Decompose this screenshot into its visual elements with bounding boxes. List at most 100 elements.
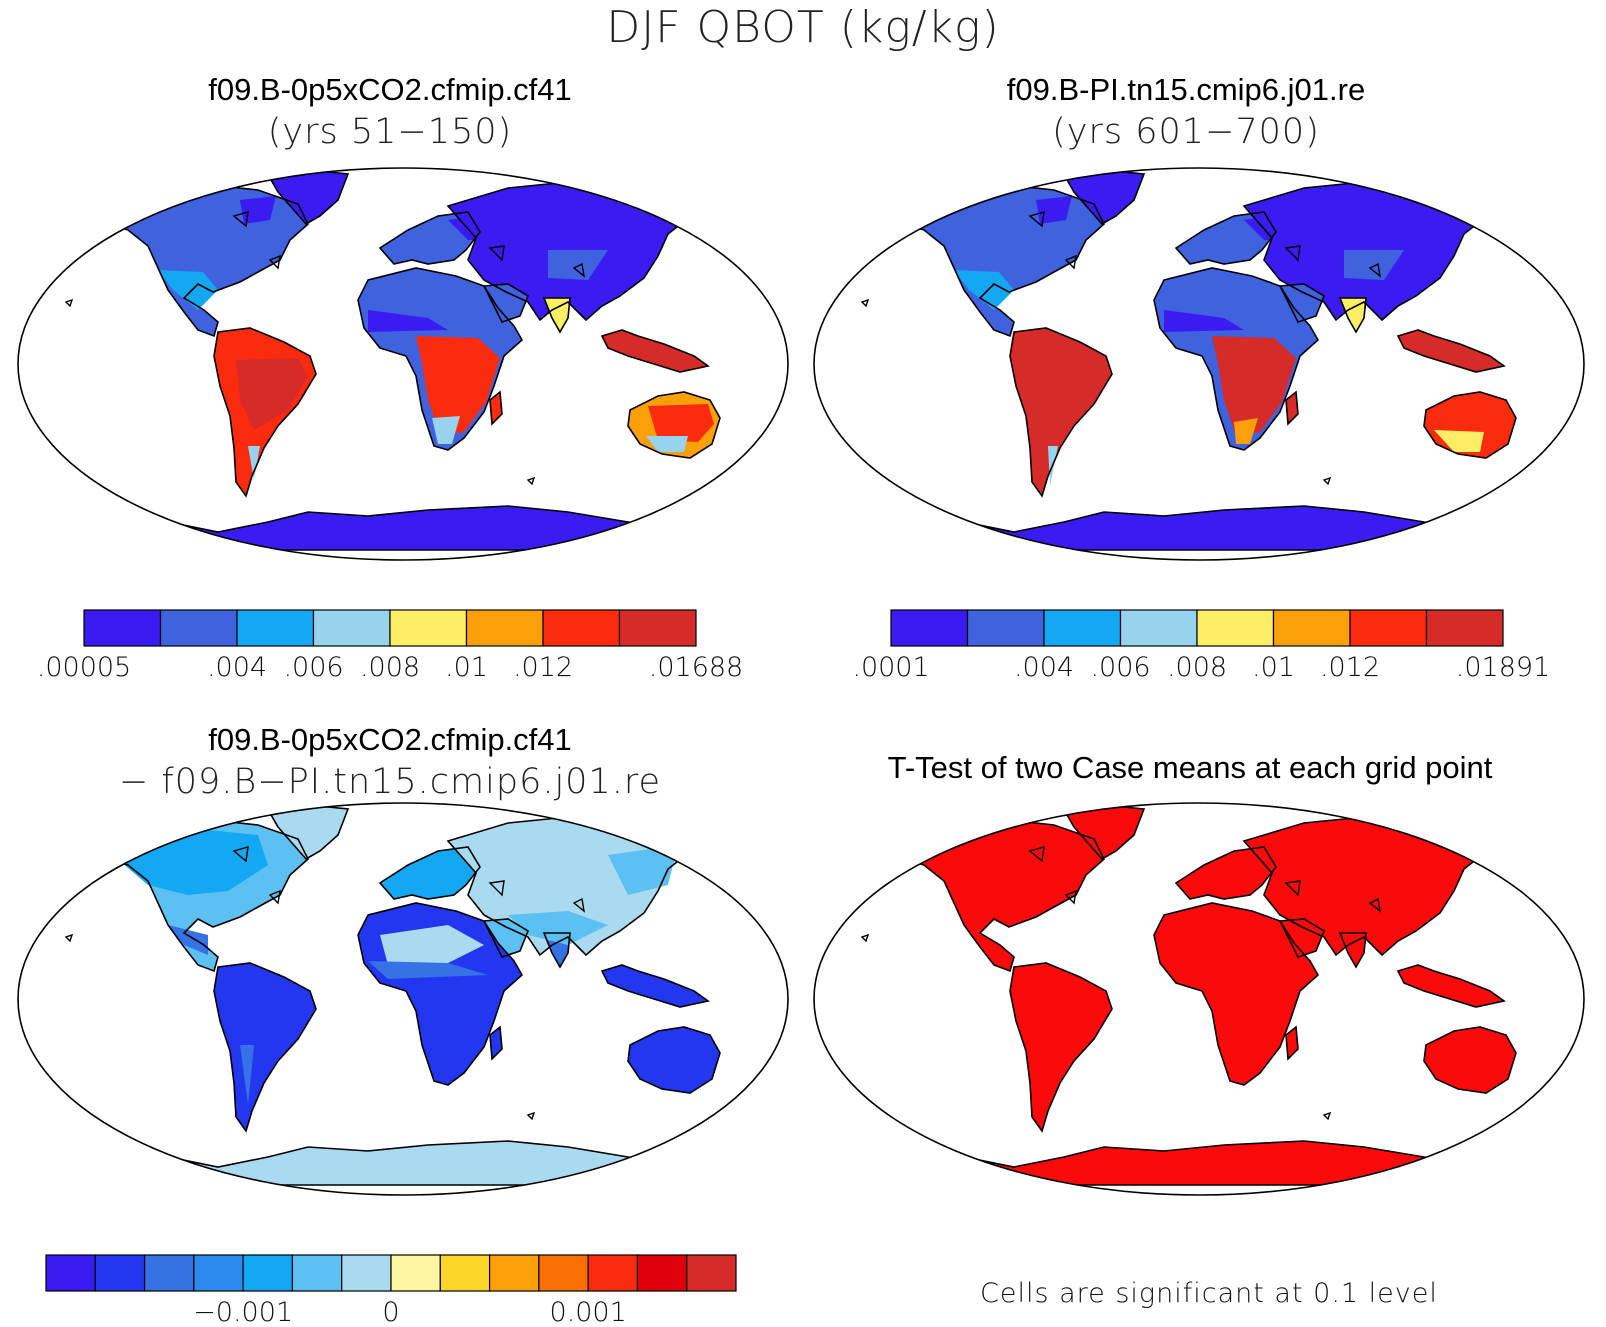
coast-detail-5 (1322, 1111, 1332, 1121)
colorbar-swatch (587, 1254, 639, 1292)
coastline-india (1338, 932, 1367, 969)
region-southAmerica (1010, 328, 1112, 496)
figure-title: DJF QBOT (kg/kg) (606, 2, 1000, 53)
colorbar-tick-label: .008 (1167, 652, 1227, 683)
panel3-subtitle: − f09.B−PI.tn15.cmip6.j01.re (118, 762, 661, 802)
field-patch-2 (368, 961, 488, 979)
region-southAmerica (1010, 963, 1112, 1131)
panel2-title: f09.B-PI.tn15.cmip6.j01.re (1006, 72, 1366, 107)
colorbar-tick-label: .01 (1252, 652, 1295, 683)
colorbar-tick-label: .01688 (649, 652, 743, 683)
panel1-map (17, 167, 789, 561)
colorbar-swatch (439, 1254, 491, 1292)
coast-detail-0 (1028, 211, 1045, 228)
colorbar-swatch (159, 609, 238, 647)
coastline-europe (1174, 846, 1277, 900)
colorbar-swatch (312, 609, 391, 647)
coastline-madagascar (489, 390, 503, 426)
colorbar-tick-label: .012 (1320, 652, 1380, 683)
field-patch-3 (508, 911, 608, 945)
field-patch-8 (1036, 196, 1072, 224)
coast-detail-0 (232, 211, 249, 228)
coastline-australia (627, 391, 721, 459)
region-northAmerica (892, 819, 1104, 971)
coast-detail-3 (1064, 254, 1077, 270)
region-greenland (1066, 805, 1144, 859)
coast-detail-1 (1284, 245, 1301, 262)
region-indonesia (1398, 965, 1504, 1007)
colorbar-swatch (45, 1254, 96, 1292)
field-patch-6 (168, 925, 208, 955)
coastline-europe (378, 846, 481, 900)
colorbar-swatch (465, 609, 544, 647)
region-australia (628, 1027, 720, 1093)
coast-detail-3 (1064, 889, 1077, 905)
map-border (813, 802, 1585, 1196)
coastline-arabia (482, 283, 529, 323)
coast-detail-2 (572, 897, 585, 913)
panel4-map (813, 802, 1585, 1196)
colorbar-swatch (1196, 609, 1275, 647)
coast-detail-5 (526, 476, 536, 486)
field-patch-7 (646, 436, 688, 452)
region-antarctica (126, 506, 698, 550)
colorbar-swatch (1425, 609, 1504, 647)
map-border (17, 802, 789, 1196)
coast-detail-2 (572, 262, 585, 278)
panel3-title: f09.B-0p5xCO2.cfmip.cf41 (208, 722, 572, 757)
region-arabia (484, 284, 528, 322)
coastline-india (1338, 297, 1367, 334)
ttest-note: Cells are significant at 0.1 level (980, 1278, 1438, 1309)
coastline-europe (1174, 211, 1277, 265)
colorbar-swatch (341, 1254, 392, 1292)
panel1-title: f09.B-0p5xCO2.cfmip.cf41 (208, 72, 572, 107)
colorbar-swatch (83, 609, 162, 647)
colorbar-swatch (390, 1254, 441, 1292)
panel1-subtitle: (yrs 51−150) (267, 112, 513, 152)
coastline-australia (627, 1026, 721, 1094)
colorbar-swatch (890, 609, 969, 647)
coastline-northAmerica (891, 183, 1105, 338)
colorbar-tick-label: .004 (1014, 652, 1074, 683)
region-australia (1424, 1027, 1516, 1093)
region-africa (1154, 903, 1318, 1085)
field-patch-6 (648, 404, 714, 442)
panel3-map (17, 802, 789, 1196)
coastline-madagascar (1285, 390, 1299, 426)
region-indonesia (602, 965, 708, 1007)
colorbar-tick-label: .01 (445, 652, 488, 683)
colorbar-tick-label: .0001 (852, 652, 929, 683)
colorbar-tick-label: .006 (1090, 652, 1150, 683)
region-europe (380, 847, 480, 899)
coast-detail-0 (1028, 846, 1045, 863)
region-greenland (270, 805, 348, 859)
region-southAmerica (214, 963, 316, 1131)
field-patch-5 (240, 1045, 254, 1105)
map-border (813, 167, 1585, 561)
coastline-southAmerica (213, 327, 317, 498)
colorbar-swatch (1349, 609, 1428, 647)
coast-detail-1 (1284, 880, 1301, 897)
colorbar-swatch (686, 1254, 737, 1292)
field-patch-2 (248, 446, 260, 480)
map-border (17, 167, 789, 561)
region-arabia (1280, 919, 1324, 957)
colorbar-swatch (291, 1254, 343, 1292)
coastline-australia (1423, 391, 1517, 459)
coast-detail-1 (488, 880, 505, 897)
region-antarctica (922, 506, 1494, 550)
region-greenland (1066, 170, 1144, 224)
field-patch-3 (416, 336, 500, 436)
coast-detail-4 (64, 933, 74, 943)
field-patch-2 (1212, 336, 1296, 436)
coastline-indonesia (600, 329, 710, 373)
coastline-indonesia (1396, 329, 1506, 373)
coast-detail-1 (488, 245, 505, 262)
panel3-colorbar: −0.001 0 0.001 (45, 1254, 737, 1327)
field-patch-1 (236, 358, 308, 430)
region-arabia (1280, 284, 1324, 322)
colorbar-swatch (618, 609, 697, 647)
panel2-colorbar: .0001 .004 .006 .008 .01 .012 .01891 (852, 609, 1550, 683)
coastline-northAmerica (95, 183, 309, 338)
panel1-colorbar: .00005 .004 .006 .008 .01 .012 .01688 (37, 609, 743, 683)
